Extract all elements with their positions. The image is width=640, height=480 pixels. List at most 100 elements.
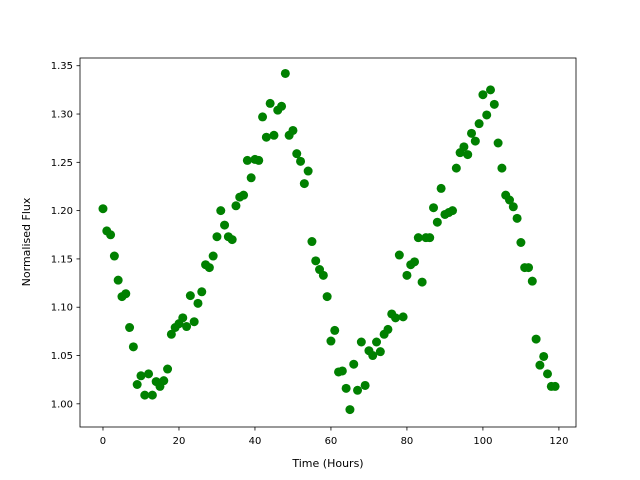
point bbox=[432, 217, 442, 227]
point bbox=[166, 329, 176, 339]
point bbox=[261, 132, 271, 142]
plot-frame bbox=[79, 57, 577, 428]
point bbox=[216, 206, 226, 216]
point bbox=[212, 232, 222, 242]
y-tick-label: 1.20 bbox=[51, 206, 73, 217]
point bbox=[189, 317, 199, 327]
point bbox=[204, 263, 214, 273]
point bbox=[280, 68, 290, 78]
point bbox=[299, 179, 309, 189]
y-tick-label: 1.15 bbox=[51, 254, 73, 265]
point bbox=[242, 155, 252, 165]
point bbox=[467, 128, 477, 138]
point bbox=[254, 155, 264, 165]
point bbox=[292, 149, 302, 159]
point bbox=[391, 313, 401, 323]
point bbox=[326, 336, 336, 346]
point bbox=[516, 238, 526, 247]
point bbox=[159, 376, 169, 386]
point bbox=[474, 119, 484, 129]
point bbox=[539, 351, 549, 361]
y-tick-label: 1.30 bbox=[51, 110, 73, 121]
point bbox=[550, 381, 560, 391]
point bbox=[356, 337, 366, 347]
x-tick-label: 0 bbox=[100, 436, 106, 447]
x-tick-label: 20 bbox=[173, 436, 186, 447]
point bbox=[125, 323, 135, 333]
point bbox=[193, 298, 203, 308]
x-tick-label: 100 bbox=[473, 436, 492, 447]
point bbox=[486, 85, 496, 95]
point bbox=[341, 383, 351, 393]
point bbox=[489, 99, 499, 109]
x-tick-label: 60 bbox=[325, 436, 338, 447]
point bbox=[109, 251, 119, 261]
point bbox=[147, 390, 157, 400]
point bbox=[269, 130, 279, 140]
point bbox=[425, 233, 435, 243]
point bbox=[227, 235, 237, 245]
point bbox=[470, 136, 480, 146]
point bbox=[448, 206, 458, 216]
point bbox=[508, 202, 518, 212]
point bbox=[220, 220, 230, 230]
point bbox=[527, 276, 537, 286]
point bbox=[345, 405, 355, 415]
point bbox=[121, 289, 131, 299]
point bbox=[337, 366, 347, 376]
point bbox=[277, 101, 287, 111]
point bbox=[208, 251, 218, 261]
point bbox=[535, 360, 545, 370]
point bbox=[360, 380, 370, 390]
point bbox=[368, 351, 378, 361]
point bbox=[375, 347, 385, 357]
point bbox=[463, 150, 473, 160]
point bbox=[185, 291, 195, 301]
x-tick-label: 80 bbox=[401, 436, 414, 447]
y-tick-label: 1.35 bbox=[51, 61, 73, 72]
point bbox=[410, 257, 420, 267]
point bbox=[353, 385, 363, 395]
point bbox=[493, 138, 503, 148]
point bbox=[413, 233, 423, 243]
point bbox=[197, 287, 207, 297]
point bbox=[288, 125, 298, 135]
point bbox=[512, 213, 522, 223]
point bbox=[311, 256, 321, 266]
point bbox=[258, 112, 268, 122]
point bbox=[98, 204, 108, 214]
point bbox=[163, 364, 173, 374]
point bbox=[459, 142, 469, 152]
point bbox=[497, 163, 507, 173]
point bbox=[398, 312, 408, 322]
point bbox=[231, 201, 241, 211]
point bbox=[330, 325, 340, 335]
point bbox=[178, 313, 188, 323]
point bbox=[136, 371, 146, 381]
x-tick-label: 40 bbox=[249, 436, 262, 447]
point bbox=[322, 292, 332, 302]
point bbox=[318, 270, 328, 280]
point bbox=[417, 277, 427, 287]
point bbox=[531, 334, 541, 344]
point bbox=[451, 163, 461, 173]
point bbox=[482, 110, 492, 120]
point bbox=[543, 369, 553, 379]
point bbox=[505, 195, 515, 205]
point bbox=[307, 237, 317, 247]
point bbox=[524, 263, 534, 273]
point bbox=[478, 90, 488, 100]
point bbox=[113, 275, 123, 285]
x-tick-label: 120 bbox=[549, 436, 568, 447]
y-tick-label: 1.25 bbox=[51, 158, 73, 169]
point bbox=[132, 379, 142, 389]
point bbox=[296, 156, 306, 166]
y-tick-label: 1.00 bbox=[51, 399, 73, 410]
y-tick-label: 1.05 bbox=[51, 351, 73, 362]
point bbox=[303, 166, 313, 176]
point bbox=[372, 337, 382, 347]
point bbox=[394, 250, 404, 260]
point bbox=[436, 183, 446, 193]
y-tick-label: 1.10 bbox=[51, 303, 73, 314]
